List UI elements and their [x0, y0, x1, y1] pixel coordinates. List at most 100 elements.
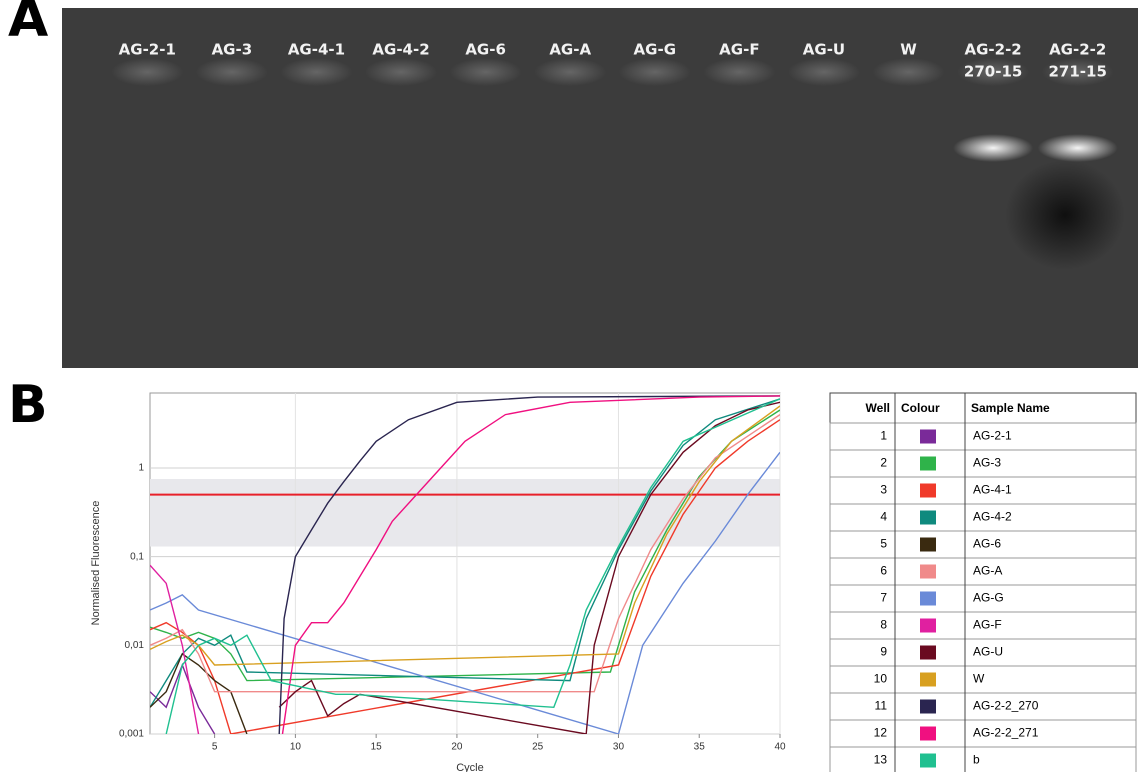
y-tick-label: 0,01	[125, 640, 145, 651]
x-axis-label: Cycle	[456, 762, 484, 772]
table-row	[829, 719, 1137, 748]
x-tick-label: 20	[451, 742, 463, 753]
gel-well	[365, 58, 438, 86]
well-number: 13	[874, 753, 888, 767]
series-line	[150, 451, 780, 734]
table-row	[829, 746, 1137, 772]
table-row	[829, 557, 1137, 586]
series-line	[278, 395, 780, 734]
colour-swatch	[920, 591, 936, 606]
legend-entry: AG-F	[973, 618, 1002, 632]
well-number: 12	[874, 726, 888, 740]
lane-label: AG-4-2	[372, 41, 429, 59]
lane-label: AG-2-1	[119, 41, 176, 59]
lane-label: W	[900, 41, 917, 59]
x-tick-label: 5	[212, 742, 218, 753]
table-row	[829, 611, 1137, 640]
legend-entry: AG-2-2_270	[973, 699, 1039, 713]
gel-well	[280, 58, 353, 86]
gel-band	[1037, 134, 1118, 162]
plot-lines	[150, 395, 780, 734]
legend-entry: AG-G	[973, 591, 1004, 605]
gel-well	[872, 58, 945, 86]
panel-label: A	[8, 0, 48, 49]
well-number: 7	[880, 591, 887, 605]
series-line	[150, 405, 780, 666]
legend-entry: AG-4-1	[973, 483, 1012, 497]
table-row	[829, 530, 1137, 559]
table-row	[829, 665, 1137, 694]
series-line	[150, 564, 200, 734]
table-row	[829, 638, 1137, 667]
x-tick-label: 35	[694, 742, 706, 753]
colour-swatch	[920, 645, 936, 660]
well-number: 3	[880, 483, 887, 497]
lane-label: AG-3	[212, 41, 253, 59]
legend-entry: AG-A	[973, 564, 1002, 578]
table-row	[829, 449, 1137, 478]
colour-swatch	[920, 564, 936, 579]
colour-swatch	[920, 510, 936, 525]
gel-well	[195, 58, 268, 86]
series-line	[150, 398, 780, 708]
colour-swatch	[920, 672, 936, 687]
legend-entry: AG-4-2	[973, 510, 1012, 524]
gel-well	[703, 58, 776, 86]
table-header-cell: Well	[866, 401, 890, 415]
x-tick-label: 25	[532, 742, 544, 753]
gel-well	[957, 58, 1030, 86]
well-number: 2	[880, 456, 887, 470]
legend-entry: b	[973, 753, 980, 767]
x-tick-label: 10	[290, 742, 302, 753]
lane-label: AG-U	[803, 41, 845, 59]
y-tick-label: 1	[138, 463, 144, 474]
lane-label: AG-A	[549, 41, 591, 59]
gel-well	[111, 58, 184, 86]
table-header-cell: Sample Name	[971, 401, 1050, 415]
colour-swatch	[920, 618, 936, 633]
well-number: 4	[880, 510, 887, 524]
series-line	[165, 398, 780, 734]
series-line	[281, 395, 780, 734]
well-number: 6	[880, 564, 887, 578]
x-tick-label: 40	[774, 742, 786, 753]
colour-swatch	[920, 726, 936, 741]
gel-smear	[1005, 160, 1125, 270]
legend-entry: AG-U	[973, 645, 1003, 659]
lane-label: AG-F	[719, 41, 759, 59]
legend-entry: AG-6	[973, 537, 1001, 551]
well-number: 8	[880, 618, 887, 632]
colour-swatch	[920, 753, 936, 768]
x-tick-label: 30	[613, 742, 625, 753]
lane-label: 270-15	[964, 63, 1022, 81]
well-number: 5	[880, 537, 887, 551]
lane-label: AG-2-2	[965, 41, 1022, 59]
well-number: 1	[880, 429, 887, 443]
gel-band	[953, 134, 1034, 162]
lane-label: 271-15	[1048, 63, 1106, 81]
gel-well	[1041, 58, 1114, 86]
y-axis-label: Normalised Fluorescence	[90, 501, 102, 626]
lane-label: AG-6	[465, 41, 506, 59]
well-number: 11	[875, 699, 888, 713]
lane-label: AG-4-1	[288, 41, 345, 59]
series-line	[150, 409, 780, 682]
y-tick-label: 0,1	[130, 551, 144, 562]
legend-entry: AG-2-2_271	[973, 726, 1039, 740]
panel-label: B	[8, 375, 48, 435]
well-number: 10	[874, 672, 888, 686]
colour-swatch	[920, 483, 936, 498]
colour-swatch	[920, 699, 936, 714]
series-line	[150, 414, 780, 693]
gel-well	[618, 58, 691, 86]
gel-well	[449, 58, 522, 86]
legend-entry: AG-2-1	[973, 429, 1012, 443]
lane-label: AG-G	[634, 41, 676, 59]
x-tick-label: 15	[371, 742, 383, 753]
lane-label: AG-2-2	[1049, 41, 1106, 59]
colour-swatch	[920, 456, 936, 471]
gel-well	[787, 58, 860, 86]
table-row	[829, 692, 1137, 721]
table-row	[829, 584, 1137, 613]
